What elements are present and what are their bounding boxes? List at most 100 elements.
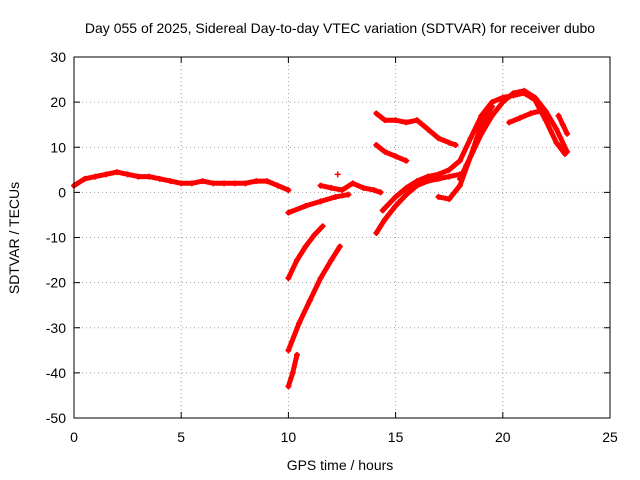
- data-point: [263, 178, 270, 185]
- data-point: [489, 112, 496, 119]
- x-tick-label: 25: [602, 429, 618, 445]
- series-arc-3: [285, 243, 343, 354]
- chart-title: Day 055 of 2025, Sidereal Day-to-day VTE…: [85, 20, 595, 36]
- data-point: [334, 171, 341, 178]
- data-point: [456, 175, 463, 182]
- data-point: [446, 139, 453, 146]
- data-point: [516, 114, 523, 121]
- data-point: [328, 257, 335, 264]
- series-line: [285, 223, 326, 281]
- data-point: [349, 180, 356, 187]
- data-point: [319, 223, 326, 230]
- data-point: [456, 182, 463, 189]
- data-point: [285, 187, 292, 194]
- data-point: [381, 117, 388, 124]
- data-point: [467, 135, 474, 142]
- series-line: [285, 244, 343, 353]
- data-point: [527, 110, 534, 117]
- y-tick-label: 20: [50, 94, 66, 110]
- data-point: [199, 178, 206, 185]
- data-point: [478, 130, 485, 137]
- data-point: [424, 173, 431, 180]
- data-point: [336, 243, 343, 250]
- y-tick-label: -10: [46, 230, 66, 246]
- data-point: [510, 90, 517, 97]
- data-point: [221, 180, 228, 187]
- y-tick-label: 10: [50, 139, 66, 155]
- data-point: [392, 202, 399, 209]
- data-point: [285, 209, 292, 216]
- series-line: [457, 88, 570, 182]
- data-point: [285, 275, 292, 282]
- y-tick-label: 30: [50, 49, 66, 65]
- data-point: [414, 178, 421, 185]
- data-point: [489, 103, 496, 110]
- data-point: [542, 117, 549, 124]
- series-arc-14: [506, 108, 543, 126]
- data-point: [285, 347, 292, 354]
- data-point: [452, 141, 459, 148]
- data-point: [293, 257, 300, 264]
- data-point: [446, 196, 453, 203]
- x-tick-label: 0: [70, 429, 78, 445]
- data-point: [403, 119, 410, 126]
- plot-frame: [73, 56, 611, 419]
- data-point: [559, 121, 566, 128]
- series-arc-2: [285, 223, 326, 282]
- grid: [74, 57, 610, 418]
- data-point: [392, 117, 399, 124]
- y-tick-label: -30: [46, 320, 66, 336]
- data-point: [499, 99, 506, 106]
- x-tick-label: 20: [495, 429, 511, 445]
- data-point: [317, 182, 324, 189]
- data-point: [302, 243, 309, 250]
- data-point: [403, 191, 410, 198]
- x-tick-label: 15: [388, 429, 404, 445]
- data-points: [71, 87, 571, 390]
- series-line: [506, 108, 542, 125]
- data-point: [506, 119, 513, 126]
- data-point: [103, 171, 110, 178]
- data-point: [306, 297, 313, 304]
- data-point: [302, 202, 309, 209]
- data-point: [81, 175, 88, 182]
- data-point: [289, 369, 296, 376]
- y-tick-label: 0: [58, 184, 66, 200]
- data-point: [446, 166, 453, 173]
- x-tick-label: 10: [281, 429, 297, 445]
- series-arc-6: [317, 180, 384, 196]
- x-axis-label: GPS time / hours: [287, 457, 394, 473]
- data-point: [373, 141, 380, 148]
- data-point: [317, 198, 324, 205]
- series-arc-9: [373, 141, 410, 164]
- data-point: [377, 189, 384, 196]
- data-point: [403, 157, 410, 164]
- data-point: [392, 193, 399, 200]
- data-point: [478, 112, 485, 119]
- x-tick-label: 5: [177, 429, 185, 445]
- data-point: [146, 173, 153, 180]
- data-point: [231, 180, 238, 187]
- ticks: 0 5 10 15 20 25 -50 -40 -30 -20 -10 0 10 20 30: [46, 49, 618, 445]
- series-arc-8: [373, 110, 459, 148]
- data-point: [285, 383, 292, 390]
- series-line: [373, 142, 409, 164]
- data-point: [328, 184, 335, 191]
- data-point: [424, 126, 431, 133]
- data-point: [92, 173, 99, 180]
- series-arc-15: [555, 112, 571, 137]
- data-point: [332, 193, 339, 200]
- data-point: [553, 126, 560, 133]
- data-point: [463, 162, 470, 169]
- data-point: [564, 130, 571, 137]
- data-point: [311, 232, 318, 239]
- data-point: [414, 117, 421, 124]
- data-point: [542, 108, 549, 115]
- y-tick-label: -20: [46, 275, 66, 291]
- y-tick-label: -40: [46, 365, 66, 381]
- data-point: [253, 178, 260, 185]
- data-point: [296, 320, 303, 327]
- data-point: [435, 193, 442, 200]
- series-arc-4: [285, 351, 300, 390]
- data-point: [478, 121, 485, 128]
